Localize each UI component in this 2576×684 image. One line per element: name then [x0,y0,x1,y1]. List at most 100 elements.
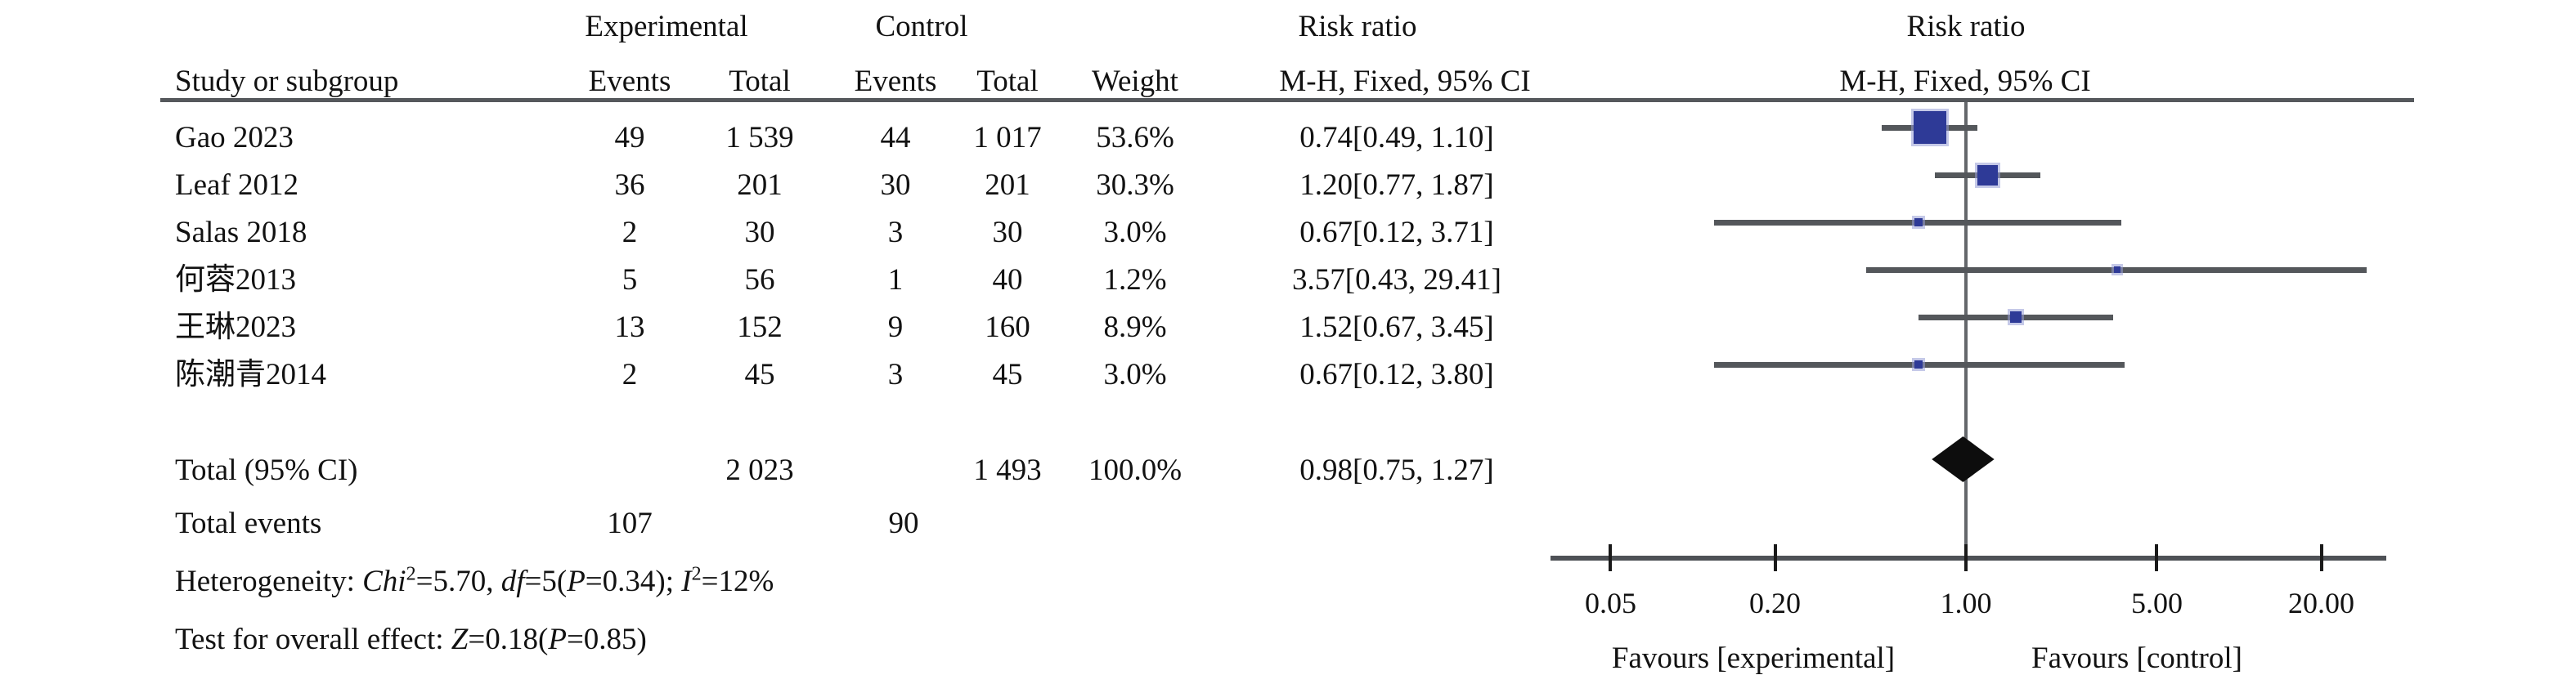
total-ctl-header: Total [976,65,1039,98]
study-name: Leaf 2012 [175,168,299,202]
axis-tick [1609,544,1613,571]
mh-fixed-ci-header-right: M-H, Fixed, 95% CI [1839,65,2091,98]
total-exp-header: Total [729,65,791,98]
axis-tick [2155,544,2159,571]
stats-text-segment: 2 [691,563,702,585]
study-name: Gao 2023 [175,121,294,154]
total-events-exp-value: 107 [607,507,653,540]
point-estimate-marker [1914,360,1923,369]
events-exp-value: 2 [622,216,638,249]
stats-text-segment: =0.34); [585,565,682,598]
favours-control-label: Favours [control] [2031,642,2242,675]
ci-text-value: 0.67[0.12, 3.80] [1299,358,1494,391]
header-rule [160,98,2414,102]
stats-text-segment: Heterogeneity: [175,565,363,598]
x-axis-line [1551,556,2386,561]
weight-header: Weight [1092,65,1178,98]
column-group-experimental: Experimental [585,10,748,43]
events-ctl-value: 30 [880,168,911,202]
stats-text-segment: P [567,565,586,598]
point-estimate-marker [2009,311,2022,323]
total-exp-value: 152 [737,311,783,344]
total-ctl-value: 1 493 [973,454,1042,487]
stats-text-segment: =0.85) [566,623,647,656]
ci-text-value: 1.20[0.77, 1.87] [1299,168,1494,202]
stats-text-segment: I [681,565,692,598]
stats-text-segment: =0.18( [468,623,549,656]
weight-value: 3.0% [1103,216,1167,249]
favours-experimental-label: Favours [experimental] [1611,642,1896,675]
total-exp-value: 201 [737,168,783,202]
study-name: 何蓉2013 [175,263,296,297]
stats-text-segment: Z [451,623,469,656]
events-ctl-value: 3 [887,216,904,249]
events-ctl-value: 9 [887,311,904,344]
events-exp-value: 49 [614,121,645,154]
total-ctl-value: 40 [992,263,1023,297]
null-effect-line [1964,102,1968,560]
events-exp-value: 36 [614,168,645,202]
ci-text-value: 1.52[0.67, 3.45] [1299,311,1494,344]
events-exp-value: 13 [614,311,645,344]
ci-text-value: 0.74[0.49, 1.10] [1299,121,1494,154]
weight-value: 53.6% [1096,121,1174,154]
axis-tick [2319,544,2323,571]
point-estimate-marker [1914,111,1947,144]
total-weight-value: 100.0% [1088,454,1183,487]
point-estimate-marker [2113,266,2120,273]
total-exp-value: 45 [744,358,775,391]
risk-ratio-header-right: Risk ratio [1906,10,2026,43]
column-group-control: Control [875,10,968,43]
stats-text-segment: =5( [524,565,568,598]
total-exp-value: 56 [744,263,775,297]
mh-fixed-ci-header-left: M-H, Fixed, 95% CI [1279,65,1531,98]
axis-tick-label: 5.00 [2130,587,2183,619]
axis-tick-label: 0.20 [1749,587,1802,619]
ci-text-value: 3.57[0.43, 29.41] [1292,263,1501,297]
weight-value: 3.0% [1103,358,1167,391]
events-exp-value: 2 [622,358,638,391]
overall-effect-text: Test for overall effect: Z=0.18(P=0.85) [175,624,647,656]
total-diamond [1932,436,1995,482]
stats-text-segment: df [500,565,525,598]
events-exp-value: 5 [622,263,638,297]
total-ctl-value: 1 017 [973,121,1042,154]
total-row-label: Total (95% CI) [175,454,358,487]
axis-tick [1773,544,1777,571]
events-ctl-header: Events [854,65,937,98]
weight-value: 30.3% [1096,168,1174,202]
events-ctl-value: 44 [880,121,911,154]
ci-text-value: 0.67[0.12, 3.71] [1299,216,1494,249]
total-exp-value: 1 539 [725,121,794,154]
axis-tick-label: 20.00 [2288,587,2355,619]
study-name: Salas 2018 [175,216,307,249]
stats-text-segment: Chi [362,565,406,598]
stats-text-segment: Test for overall effect: [175,623,451,656]
axis-tick-label: 1.00 [1940,587,1992,619]
stats-text-segment: P [548,623,567,656]
stats-text-segment: =5.70, [415,565,501,598]
stats-text-segment: =12% [701,565,774,598]
study-name: 王琳2023 [175,311,296,344]
point-estimate-marker [1977,164,1998,186]
events-ctl-value: 1 [887,263,904,297]
axis-tick-label: 0.05 [1584,587,1636,619]
study-or-subgroup-header: Study or subgroup [175,65,399,98]
axis-tick [1964,544,1968,571]
total-ctl-value: 30 [992,216,1023,249]
heterogeneity-text: Heterogeneity: Chi2=5.70, df=5(P=0.34); … [175,563,774,598]
weight-value: 1.2% [1103,263,1167,297]
events-exp-header: Events [588,65,671,98]
total-events-ctl-value: 90 [888,507,919,540]
study-name: 陈潮青2014 [175,358,326,391]
total-ci-text: 0.98[0.75, 1.27] [1299,454,1494,487]
weight-value: 8.9% [1103,311,1167,344]
events-ctl-value: 3 [887,358,904,391]
risk-ratio-header-left: Risk ratio [1298,10,1417,43]
stats-text-segment: 2 [406,563,416,585]
total-ctl-value: 201 [985,168,1030,202]
total-exp-value: 2 023 [725,454,794,487]
total-ctl-value: 45 [992,358,1023,391]
total-ctl-value: 160 [985,311,1030,344]
